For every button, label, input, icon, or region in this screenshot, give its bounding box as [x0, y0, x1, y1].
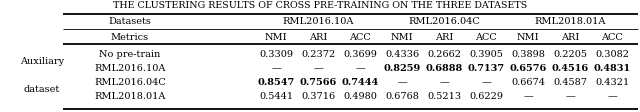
Text: 0.8259: 0.8259	[383, 63, 420, 72]
Text: dataset: dataset	[24, 84, 60, 93]
Text: ACC: ACC	[349, 33, 371, 42]
Text: 0.5441: 0.5441	[259, 91, 293, 100]
Text: No pre-train: No pre-train	[99, 50, 161, 58]
Text: 0.4516: 0.4516	[552, 63, 589, 72]
Text: 0.4587: 0.4587	[553, 77, 587, 86]
Text: 0.7444: 0.7444	[341, 77, 379, 86]
Text: 0.4980: 0.4980	[343, 91, 377, 100]
Text: 0.3905: 0.3905	[469, 50, 503, 58]
Text: 0.2372: 0.2372	[301, 50, 335, 58]
Text: —: —	[439, 77, 449, 86]
Text: ARI: ARI	[309, 33, 327, 42]
Text: 0.4321: 0.4321	[595, 77, 629, 86]
Text: —: —	[481, 77, 491, 86]
Text: ACC: ACC	[601, 33, 623, 42]
Text: —: —	[607, 91, 617, 100]
Text: RML2016.10A: RML2016.10A	[282, 17, 354, 26]
Text: ACC: ACC	[475, 33, 497, 42]
Text: —: —	[313, 63, 323, 72]
Text: 0.6768: 0.6768	[385, 91, 419, 100]
Text: 0.6576: 0.6576	[509, 63, 547, 72]
Text: —: —	[355, 63, 365, 72]
Text: 0.4831: 0.4831	[593, 63, 630, 72]
Text: RML2016.10A: RML2016.10A	[94, 63, 166, 72]
Text: 0.5213: 0.5213	[427, 91, 461, 100]
Text: ARI: ARI	[561, 33, 579, 42]
Text: —: —	[397, 77, 407, 86]
Text: NMI: NMI	[265, 33, 287, 42]
Text: 0.7137: 0.7137	[467, 63, 504, 72]
Text: —: —	[565, 91, 575, 100]
Text: 0.3309: 0.3309	[259, 50, 293, 58]
Text: 0.2662: 0.2662	[427, 50, 461, 58]
Text: NMI: NMI	[516, 33, 540, 42]
Text: 0.3716: 0.3716	[301, 91, 335, 100]
Text: 0.6229: 0.6229	[469, 91, 503, 100]
Text: 0.3082: 0.3082	[595, 50, 629, 58]
Text: ARI: ARI	[435, 33, 453, 42]
Text: RML2016.04C: RML2016.04C	[408, 17, 480, 26]
Text: —: —	[523, 91, 533, 100]
Text: 0.8547: 0.8547	[257, 77, 294, 86]
Text: RML2018.01A: RML2018.01A	[94, 91, 166, 100]
Text: 0.4336: 0.4336	[385, 50, 419, 58]
Text: 0.6888: 0.6888	[426, 63, 463, 72]
Text: 0.7566: 0.7566	[300, 77, 337, 86]
Text: —: —	[271, 63, 281, 72]
Text: 0.3898: 0.3898	[511, 50, 545, 58]
Text: Datasets: Datasets	[109, 17, 152, 26]
Text: 0.6674: 0.6674	[511, 77, 545, 86]
Text: RML2016.04C: RML2016.04C	[94, 77, 166, 86]
Text: 0.3699: 0.3699	[343, 50, 377, 58]
Text: Auxiliary: Auxiliary	[20, 56, 64, 65]
Text: RML2018.01A: RML2018.01A	[534, 17, 605, 26]
Text: THE CLUSTERING RESULTS OF CROSS PRE-TRAINING ON THE THREE DATASETS: THE CLUSTERING RESULTS OF CROSS PRE-TRAI…	[113, 1, 527, 10]
Text: NMI: NMI	[390, 33, 413, 42]
Text: Metrics: Metrics	[111, 33, 149, 42]
Text: 0.2205: 0.2205	[553, 50, 587, 58]
